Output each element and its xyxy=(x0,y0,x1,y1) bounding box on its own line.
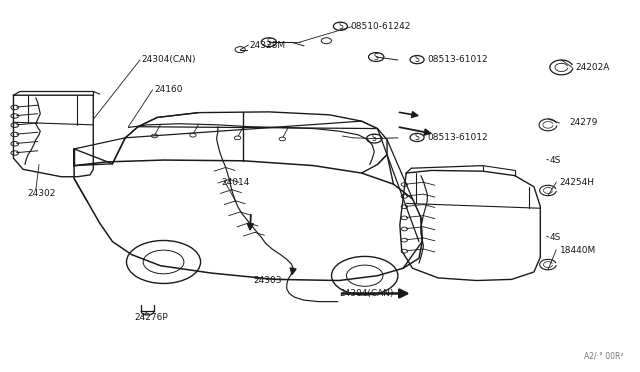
Text: 24014: 24014 xyxy=(221,178,250,187)
Text: 08510-61242: 08510-61242 xyxy=(351,22,411,31)
Text: 24160: 24160 xyxy=(154,85,182,94)
Text: 24303: 24303 xyxy=(253,276,282,285)
Text: S: S xyxy=(372,134,377,143)
Text: 24254H: 24254H xyxy=(559,178,595,187)
Text: 4S: 4S xyxy=(550,233,561,243)
Text: S: S xyxy=(338,22,343,31)
Text: 24302: 24302 xyxy=(28,189,56,198)
Text: A2/·° 00R²: A2/·° 00R² xyxy=(584,352,623,361)
Text: 24276P: 24276P xyxy=(135,313,168,322)
Text: 24304(CAN): 24304(CAN) xyxy=(141,55,196,64)
Text: 4S: 4S xyxy=(550,155,561,164)
Text: 18440M: 18440M xyxy=(559,246,596,255)
Text: 08513-61012: 08513-61012 xyxy=(428,133,488,142)
Text: 24304(CAN): 24304(CAN) xyxy=(339,289,394,298)
Text: 24279: 24279 xyxy=(569,119,597,128)
Text: S: S xyxy=(266,38,271,47)
Text: 24202A: 24202A xyxy=(575,63,610,72)
Text: 24328M: 24328M xyxy=(250,41,286,50)
Text: S: S xyxy=(415,133,419,142)
Text: 08513-61012: 08513-61012 xyxy=(428,55,488,64)
Text: S: S xyxy=(415,55,419,64)
Text: S: S xyxy=(374,52,379,61)
